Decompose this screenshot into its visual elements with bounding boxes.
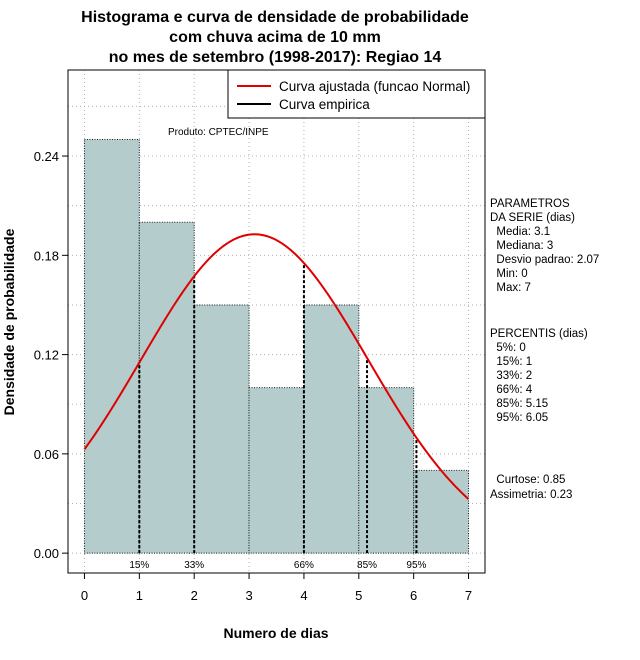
percentis-line: 15%: 1 — [490, 356, 532, 368]
percentile-label: 95% — [406, 560, 426, 571]
assimetria-line: Assimetria: 0.23 — [490, 489, 572, 501]
y-axis-label: Densidade de probabilidade — [1, 228, 17, 415]
x-axis-label: Numero de dias — [223, 625, 328, 641]
chart-title: Histograma e curva de densidade de proba… — [81, 9, 469, 66]
y-tick-label: 0.06 — [34, 447, 59, 462]
histogram-bar — [83, 138, 140, 554]
histogram-bar — [413, 469, 470, 554]
legend-label-fitted: Curva ajustada (funcao Normal) — [279, 79, 470, 94]
histogram-bar — [303, 304, 360, 554]
percentile-label: 66% — [294, 560, 314, 571]
percentile-label: 15% — [129, 560, 149, 571]
stats-panel: Curtose: 0.85 Assimetria: 0.23 — [490, 474, 572, 501]
percentis-line: 5%: 0 — [490, 342, 526, 354]
parametros-line: Min: 0 — [490, 268, 528, 280]
parametros-panel: PARAMETROS DA SERIE (dias) Media: 3.1 Me… — [490, 198, 599, 294]
percentis-line: 66%: 4 — [490, 384, 533, 396]
percentis-line: 95%: 6.05 — [490, 412, 548, 424]
parametros-line: DA SERIE (dias) — [490, 212, 575, 224]
parametros-line: Mediana: 3 — [490, 240, 553, 252]
y-tick-label: 0.12 — [34, 348, 59, 363]
histogram-bar — [193, 304, 250, 554]
percentis-line: 85%: 5.15 — [490, 398, 548, 410]
normal-curve-layer — [83, 233, 470, 500]
normal-curve — [83, 233, 470, 500]
title-line-1: Histograma e curva de densidade de proba… — [81, 9, 469, 26]
x-tick-label: 3 — [245, 588, 252, 603]
y-tick-label: 0.24 — [34, 149, 59, 164]
x-tick-label: 5 — [355, 588, 362, 603]
percentis-line: PERCENTIS (dias) — [490, 328, 588, 340]
legend-label-empirical: Curva empirica — [279, 97, 370, 112]
legend-box — [227, 69, 486, 119]
y-tick-label: 0.18 — [34, 248, 59, 263]
parametros-line: Media: 3.1 — [490, 226, 550, 238]
title-line-3: no mes de setembro (1998-2017): Regiao 1… — [109, 49, 442, 66]
legend: Curva ajustada (funcao Normal) Curva emp… — [227, 69, 486, 119]
parametros-line: Max: 7 — [490, 282, 531, 294]
histogram-bar — [248, 387, 305, 554]
percentile-label: 85% — [357, 560, 377, 571]
curtose-line: Curtose: 0.85 — [490, 474, 565, 486]
percentile-label: 33% — [184, 560, 204, 571]
y-tick-label: 0.00 — [34, 546, 59, 561]
parametros-line: PARAMETROS — [490, 198, 570, 210]
histogram-bars — [83, 138, 470, 554]
x-tick-label: 4 — [300, 588, 307, 603]
product-note: Produto: CPTEC/INPE — [168, 127, 269, 138]
x-tick-label: 1 — [136, 588, 143, 603]
x-tick-label: 2 — [191, 588, 198, 603]
x-tick-label: 7 — [465, 588, 472, 603]
histogram-bar — [138, 221, 195, 554]
parametros-line: Desvio padrao: 2.07 — [490, 254, 599, 266]
percentile-markers: 15% 33% 66% 85% 95% — [129, 263, 427, 571]
x-tick-label: 6 — [410, 588, 417, 603]
x-tick-label: 0 — [81, 588, 88, 603]
percentis-line: 33%: 2 — [490, 370, 532, 382]
percentis-panel: PERCENTIS (dias) 5%: 0 15%: 1 33%: 2 66%… — [490, 328, 588, 424]
title-line-2: com chuva acima de 10 mm — [169, 29, 381, 46]
